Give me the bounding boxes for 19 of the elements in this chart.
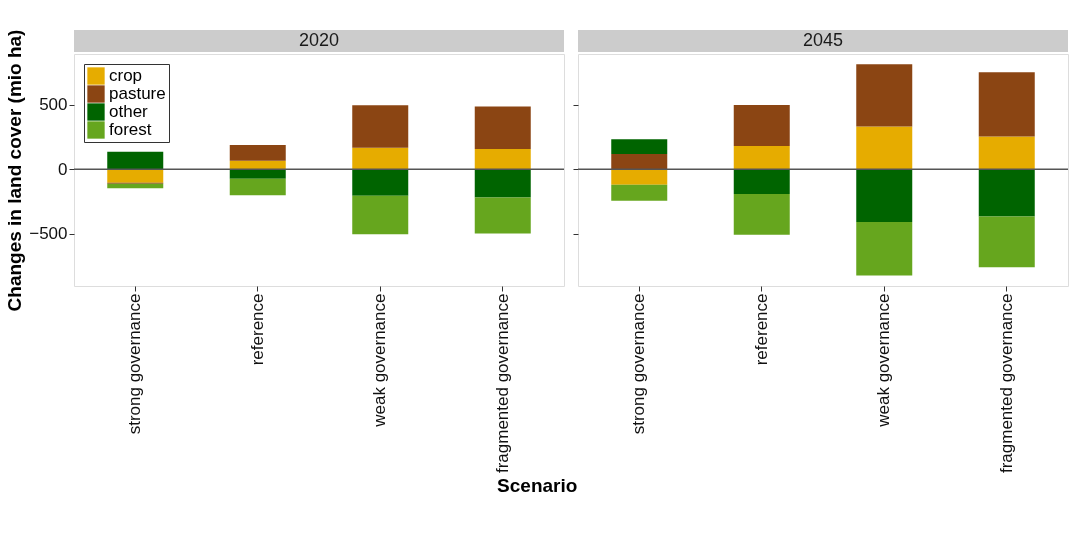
chart-title: 2020: [298, 30, 340, 50]
legend-label: crop: [109, 66, 143, 85]
x-tick-label: fragmented governance: [492, 293, 512, 474]
x-tick-label: strong governance: [125, 293, 145, 435]
x-axis-title: Scenario: [497, 475, 578, 497]
x-tick-label: strong governance: [629, 293, 649, 435]
y-tick-label: −500: [29, 224, 68, 244]
y-tick-label: 0: [58, 159, 68, 179]
legend-label: other: [109, 102, 149, 121]
chart-title: 2045: [802, 30, 844, 50]
x-tick-label: weak governance: [874, 293, 894, 428]
x-tick-label: reference: [247, 293, 267, 366]
legend-label: forest: [109, 120, 152, 139]
legend-label: pasture: [109, 84, 166, 103]
y-axis-title: Changes in land cover (mio ha): [4, 29, 26, 312]
x-tick-label: weak governance: [370, 293, 390, 428]
y-tick-label: 500: [39, 95, 68, 115]
x-tick-label: reference: [751, 293, 771, 366]
x-tick-label: fragmented governance: [996, 293, 1016, 474]
